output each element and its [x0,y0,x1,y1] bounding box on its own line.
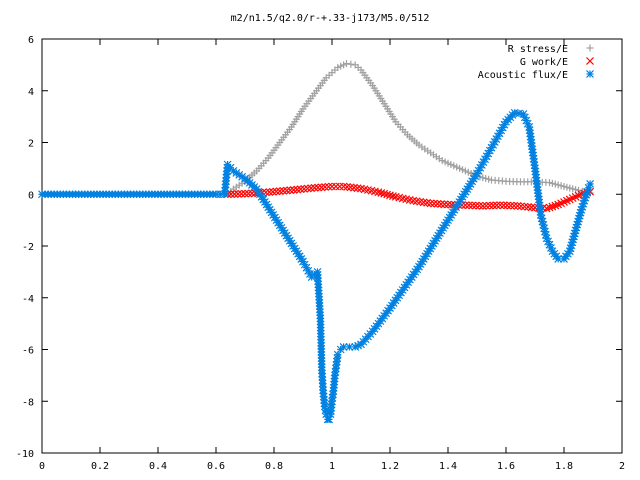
y-tick-label: -4 [22,294,34,305]
data-point [324,182,333,191]
y-tick-label: 2 [28,139,34,150]
data-point [554,255,563,263]
legend-label: G work/E [520,57,568,68]
data-point [482,201,491,210]
legend-marker [586,70,594,78]
data-point [386,191,394,200]
data-point [317,183,326,192]
x-tick-label: 2 [619,461,625,472]
y-tick-label: 4 [28,87,34,98]
data-point [241,189,249,198]
data-point [437,200,445,209]
data-point [265,188,274,197]
data-point [499,201,508,210]
data-point [503,201,512,210]
x-tick-label: 0.4 [149,461,167,472]
y-tick-label: -10 [16,449,34,460]
legend-marker [586,57,594,65]
data-point [461,201,470,210]
data-point [506,201,515,210]
data-point [268,187,277,196]
x-tick-label: 1.4 [439,461,457,472]
data-point [489,201,498,210]
data-point [286,186,295,195]
series-2 [38,108,595,424]
data-point [510,201,519,210]
y-tick-label: -2 [22,242,34,253]
data-point [244,189,253,198]
data-point [430,199,439,208]
data-point [331,182,340,191]
data-point [272,187,281,196]
y-tick-label: -8 [22,397,34,408]
data-point [230,190,239,198]
legend-marker [586,44,594,52]
data-point [234,190,242,198]
data-point [279,186,288,195]
data-point [492,201,501,210]
data-point [388,192,397,200]
data-point [325,415,334,424]
x-tick-label: 1.8 [555,461,573,472]
y-tick-label: -6 [22,346,34,357]
data-point [444,200,452,209]
y-tick-label: 0 [28,190,34,201]
axes: 0 0.2 0.4 0.6 0.8 1 1.2 1.4 1.6 1.8 2 -10 -8 -6 -4 -2 0 2… [16,35,625,472]
data-point [426,199,435,208]
legend-label: R stress/E [508,44,568,55]
x-tick-label: 0 [39,461,45,472]
data-point [519,110,528,118]
x-tick-label: 0.6 [207,461,225,472]
x-tick-label: 0.2 [91,461,109,472]
data-point [321,183,329,191]
data-point [380,189,389,198]
data-point [478,201,487,210]
x-tick-label: 1.6 [497,461,515,472]
chart-title: m2/n1.5/q2.0/r-+.33-j173/M5.0/512 [231,13,430,24]
data-point [310,183,319,192]
data-point [343,60,350,68]
data-point [440,200,449,209]
data-point [237,189,246,198]
data-point [433,199,442,208]
data-point [347,60,355,68]
data-point [314,183,323,192]
data-point [475,201,484,210]
data-point [275,187,284,196]
x-tick-label: 1.2 [381,461,399,472]
data-point [464,201,473,210]
data-point [377,189,386,197]
data-point [586,179,595,188]
y-tick-label: 6 [28,35,34,46]
legend: R stress/E G work/E Acoustic flux/E [478,44,594,81]
data-point [227,190,236,199]
data-series [38,60,595,424]
x-tick-label: 1 [329,461,335,472]
x-tick-label: 0.8 [265,461,283,472]
data-point [383,190,392,199]
data-point [468,201,477,210]
data-point [282,186,291,195]
data-point [471,201,480,210]
data-point [496,201,505,210]
legend-label: Acoustic flux/E [478,70,568,81]
data-point [335,182,344,191]
data-point [374,188,383,197]
data-point [289,185,298,194]
data-point [485,201,494,210]
